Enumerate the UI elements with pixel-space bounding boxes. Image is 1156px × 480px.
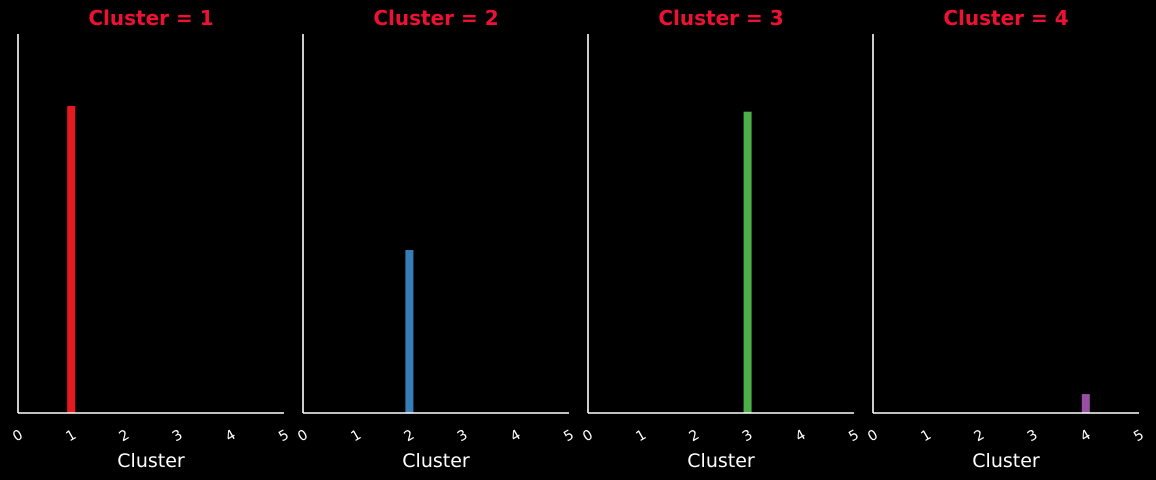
x-tick-label: 3 — [455, 427, 471, 445]
x-axis-label: Cluster — [117, 450, 185, 472]
x-tick-label: 0 — [295, 427, 311, 445]
x-axis-label: Cluster — [402, 450, 470, 472]
x-tick-label: 4 — [508, 427, 524, 445]
x-tick-label: 0 — [580, 427, 596, 445]
x-tick-label: 5 — [1131, 427, 1147, 445]
x-tick-label: 2 — [972, 427, 988, 445]
panel-1: Cluster = 1 0 1 2 3 4 5 Cluster — [10, 6, 292, 472]
bar — [405, 250, 414, 413]
x-tick-label: 4 — [223, 427, 239, 445]
x-tick-label: 1 — [348, 427, 364, 445]
panel-title: Cluster = 1 — [88, 6, 213, 30]
x-tick-label: 3 — [170, 427, 186, 445]
bar — [743, 111, 752, 413]
panel-4: Cluster = 4 0 1 2 3 4 5 Cluster — [865, 6, 1147, 472]
bar — [1081, 394, 1090, 413]
x-tick-label: 2 — [687, 427, 703, 445]
x-tick-label: 1 — [633, 427, 649, 445]
x-tick-label: 0 — [865, 427, 881, 445]
x-tick-label: 4 — [793, 427, 809, 445]
panel-3: Cluster = 3 0 1 2 3 4 5 Cluster — [580, 6, 862, 472]
x-tick-label: 0 — [10, 427, 26, 445]
x-tick-label: 3 — [1025, 427, 1041, 445]
x-tick-label: 5 — [561, 427, 577, 445]
x-tick-label: 5 — [276, 427, 292, 445]
x-tick-label: 4 — [1078, 427, 1094, 445]
panel-title: Cluster = 4 — [943, 6, 1068, 30]
x-tick-label: 5 — [846, 427, 862, 445]
x-tick-label: 2 — [117, 427, 133, 445]
x-axis-label: Cluster — [972, 450, 1040, 472]
x-tick-label: 1 — [63, 427, 79, 445]
x-axis-label: Cluster — [687, 450, 755, 472]
x-tick-label: 3 — [740, 427, 756, 445]
bar — [67, 106, 76, 413]
panel-title: Cluster = 2 — [373, 6, 498, 30]
panel-title: Cluster = 3 — [658, 6, 783, 30]
x-tick-label: 2 — [402, 427, 418, 445]
x-tick-label: 1 — [918, 427, 934, 445]
panel-2: Cluster = 2 0 1 2 3 4 5 Cluster — [295, 6, 577, 472]
